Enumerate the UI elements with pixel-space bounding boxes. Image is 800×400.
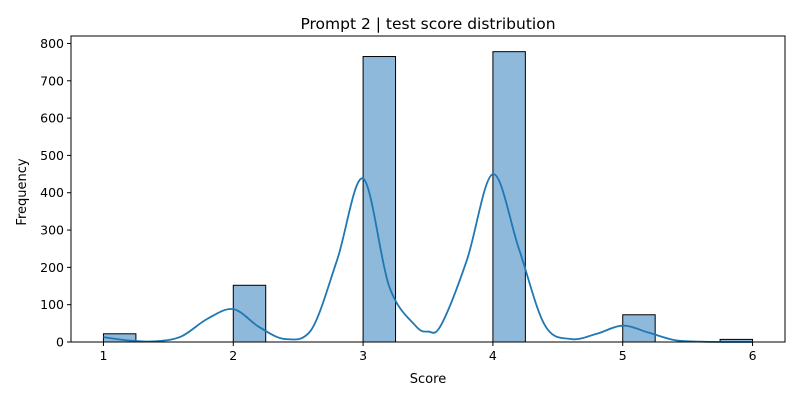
x-axis-title: Score — [410, 372, 446, 387]
x-tick-label: 6 — [749, 348, 757, 363]
y-axis: 0 100 200 300 400 500 600 700 800 — [40, 36, 71, 350]
y-tick-label: 700 — [40, 73, 64, 88]
y-tick-label: 100 — [40, 297, 64, 312]
y-tick-label: 600 — [40, 111, 64, 126]
y-tick-label: 200 — [40, 260, 64, 275]
histogram-bar — [232, 284, 267, 343]
y-tick-label: 0 — [56, 335, 64, 350]
y-tick-label: 300 — [40, 223, 64, 238]
plot-frame — [70, 35, 786, 343]
y-tick-label: 400 — [40, 185, 64, 200]
kde-line — [103, 173, 753, 343]
x-tick-label: 3 — [359, 348, 367, 363]
y-tick-label: 800 — [40, 36, 64, 51]
y-axis-title: Frequency — [15, 158, 30, 225]
histogram-bar — [362, 56, 397, 343]
x-tick-label: 4 — [489, 348, 497, 363]
x-tick-label: 2 — [229, 348, 237, 363]
histogram-bar — [492, 51, 526, 343]
kde-layer — [103, 173, 753, 343]
y-tick-label: 500 — [40, 148, 64, 163]
x-axis: 1 2 3 4 5 6 — [99, 342, 757, 363]
x-tick-label: 5 — [619, 348, 627, 363]
chart-title: Prompt 2 | test score distribution — [300, 15, 555, 33]
x-tick-label: 1 — [99, 348, 107, 363]
bars-layer — [102, 51, 754, 343]
